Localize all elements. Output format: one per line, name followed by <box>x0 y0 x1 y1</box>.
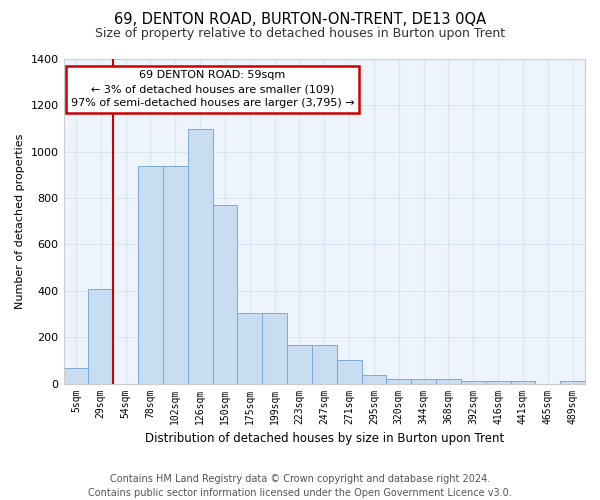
Bar <box>163 166 188 384</box>
Text: 69, DENTON ROAD, BURTON-ON-TRENT, DE13 0QA: 69, DENTON ROAD, BURTON-ON-TRENT, DE13 0… <box>114 12 486 28</box>
Bar <box>511 381 535 384</box>
Text: 69 DENTON ROAD: 59sqm
← 3% of detached houses are smaller (109)
97% of semi-deta: 69 DENTON ROAD: 59sqm ← 3% of detached h… <box>71 70 355 108</box>
Bar <box>312 346 337 384</box>
Bar <box>88 288 113 384</box>
Bar <box>560 381 585 384</box>
Bar <box>238 313 262 384</box>
Bar <box>188 128 212 384</box>
Bar <box>461 381 485 384</box>
Bar <box>262 313 287 384</box>
Text: Size of property relative to detached houses in Burton upon Trent: Size of property relative to detached ho… <box>95 28 505 40</box>
Bar <box>64 368 88 384</box>
Text: Contains HM Land Registry data © Crown copyright and database right 2024.
Contai: Contains HM Land Registry data © Crown c… <box>88 474 512 498</box>
Bar <box>411 379 436 384</box>
Bar <box>138 166 163 384</box>
Bar <box>212 205 238 384</box>
Bar <box>436 379 461 384</box>
Bar <box>337 360 362 384</box>
Bar <box>362 376 386 384</box>
Bar <box>287 346 312 384</box>
Bar <box>485 381 511 384</box>
Y-axis label: Number of detached properties: Number of detached properties <box>15 134 25 309</box>
X-axis label: Distribution of detached houses by size in Burton upon Trent: Distribution of detached houses by size … <box>145 432 504 445</box>
Bar <box>386 379 411 384</box>
